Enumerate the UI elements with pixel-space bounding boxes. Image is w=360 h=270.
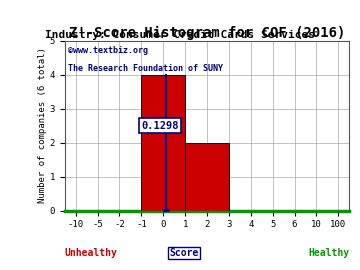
Title: Z'-Score Histogram for COF (2016): Z'-Score Histogram for COF (2016): [69, 26, 345, 40]
Text: Industry: Consumer Credit Cards Services: Industry: Consumer Credit Cards Services: [45, 30, 315, 40]
Text: 0.1298: 0.1298: [141, 120, 179, 131]
Text: Score: Score: [170, 248, 199, 258]
Text: Unhealthy: Unhealthy: [65, 248, 118, 258]
Text: The Research Foundation of SUNY: The Research Foundation of SUNY: [68, 64, 222, 73]
Bar: [141, 75, 185, 211]
Bar: [185, 143, 229, 211]
Text: ©www.textbiz.org: ©www.textbiz.org: [68, 46, 148, 55]
Text: Healthy: Healthy: [308, 248, 349, 258]
Y-axis label: Number of companies (6 total): Number of companies (6 total): [38, 48, 47, 204]
